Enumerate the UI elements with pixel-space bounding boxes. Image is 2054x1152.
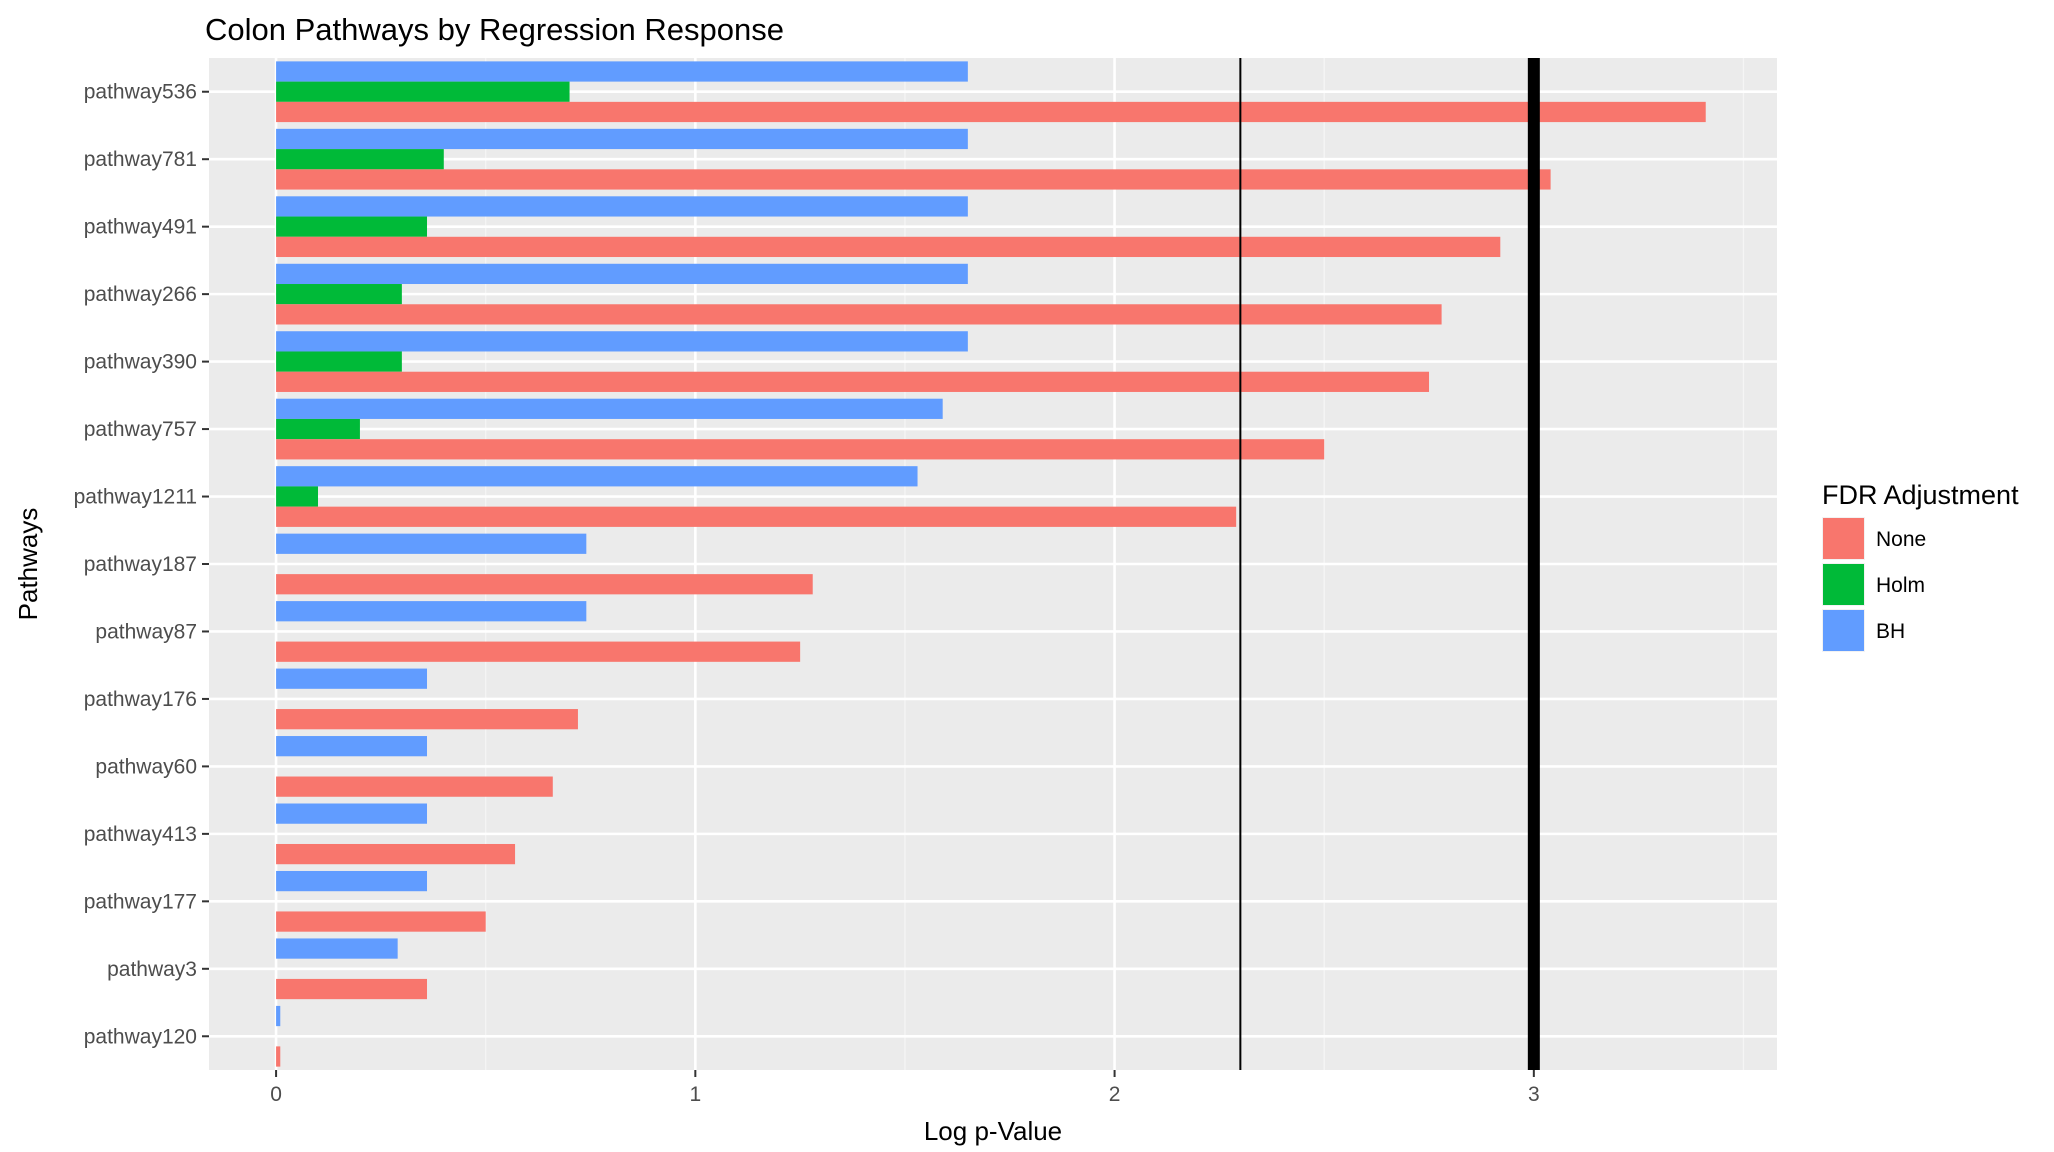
bar-bh-pathway1211 [276, 466, 918, 487]
bar-holm-pathway757 [276, 418, 360, 440]
legend-swatch-none [1823, 518, 1864, 559]
bar-holm-pathway390 [276, 351, 402, 372]
bar-none-pathway1211 [276, 506, 1237, 527]
y-axis-title: Pathways [13, 508, 43, 621]
chart-title: Colon Pathways by Regression Response [205, 12, 784, 47]
bar-none-pathway120 [276, 1046, 281, 1067]
legend-label-bh: BH [1876, 620, 1905, 643]
bar-bh-pathway491 [276, 196, 968, 217]
y-tick-label: pathway187 [84, 553, 197, 576]
y-tick-label: pathway3 [107, 958, 197, 981]
y-tick-label: pathway177 [84, 890, 197, 913]
bar-bh-pathway3 [276, 938, 398, 959]
y-tick-label: pathway491 [84, 216, 197, 239]
legend-label-none: None [1876, 528, 1926, 551]
bar-none-pathway390 [276, 371, 1430, 392]
bar-holm-pathway536 [276, 81, 570, 102]
bar-none-pathway413 [276, 843, 516, 865]
bar-none-pathway87 [276, 641, 801, 662]
y-tick-label: pathway781 [84, 148, 197, 171]
legend-swatch-holm [1823, 564, 1864, 605]
bar-bh-pathway87 [276, 601, 587, 622]
bar-none-pathway176 [276, 709, 578, 730]
bar-bh-pathway120 [276, 1005, 281, 1027]
legend-title: FDR Adjustment [1822, 480, 2019, 510]
bar-none-pathway3 [276, 978, 428, 1000]
y-axis: pathway536 pathway781 pathway491 pathway266… [74, 81, 209, 1048]
y-tick-label: pathway413 [84, 823, 197, 846]
legend-label-holm: Holm [1876, 574, 1925, 597]
legend-swatch-bh [1823, 610, 1864, 651]
bar-bh-pathway781 [276, 128, 968, 150]
bar-none-pathway60 [276, 776, 553, 797]
bar-holm-pathway491 [276, 216, 428, 237]
x-tick-label: 3 [1528, 1083, 1540, 1106]
bar-bh-pathway266 [276, 263, 968, 285]
reference-lines [1239, 58, 1540, 1070]
x-tick-label: 1 [689, 1083, 701, 1106]
bar-holm-pathway781 [276, 149, 444, 170]
y-tick-label: pathway390 [84, 351, 197, 374]
x-axis: 0 1 2 3 [270, 1070, 1540, 1106]
bar-bh-pathway176 [276, 668, 428, 689]
x-axis-title: Log p-Value [924, 1116, 1062, 1146]
bar-bh-pathway390 [276, 331, 968, 352]
bar-none-pathway757 [276, 439, 1325, 460]
bar-bh-pathway187 [276, 533, 587, 554]
bars [276, 61, 1706, 1067]
y-tick-label: pathway120 [84, 1025, 197, 1048]
bar-bh-pathway536 [276, 61, 968, 82]
y-tick-label: pathway266 [84, 283, 197, 306]
bar-holm-pathway266 [276, 284, 402, 305]
y-tick-label: pathway757 [84, 418, 197, 441]
bar-bh-pathway60 [276, 736, 428, 757]
bar-bh-pathway177 [276, 870, 428, 892]
bar-bh-pathway413 [276, 803, 428, 824]
bar-none-pathway187 [276, 574, 813, 595]
y-tick-label: pathway1211 [74, 486, 197, 509]
bar-none-pathway491 [276, 236, 1501, 258]
y-tick-label: pathway536 [84, 81, 197, 104]
y-tick-label: pathway176 [84, 688, 197, 711]
bar-none-pathway781 [276, 169, 1551, 190]
x-tick-label: 0 [270, 1083, 282, 1106]
bar-none-pathway536 [276, 101, 1706, 123]
bar-none-pathway177 [276, 911, 486, 932]
bar-bh-pathway757 [276, 398, 943, 419]
x-tick-label: 2 [1109, 1083, 1121, 1106]
bar-none-pathway266 [276, 304, 1442, 325]
y-tick-label: pathway60 [95, 755, 197, 778]
y-tick-label: pathway87 [95, 620, 197, 643]
bar-holm-pathway1211 [276, 486, 319, 507]
legend: FDR Adjustment None Holm BH [1822, 480, 2019, 652]
